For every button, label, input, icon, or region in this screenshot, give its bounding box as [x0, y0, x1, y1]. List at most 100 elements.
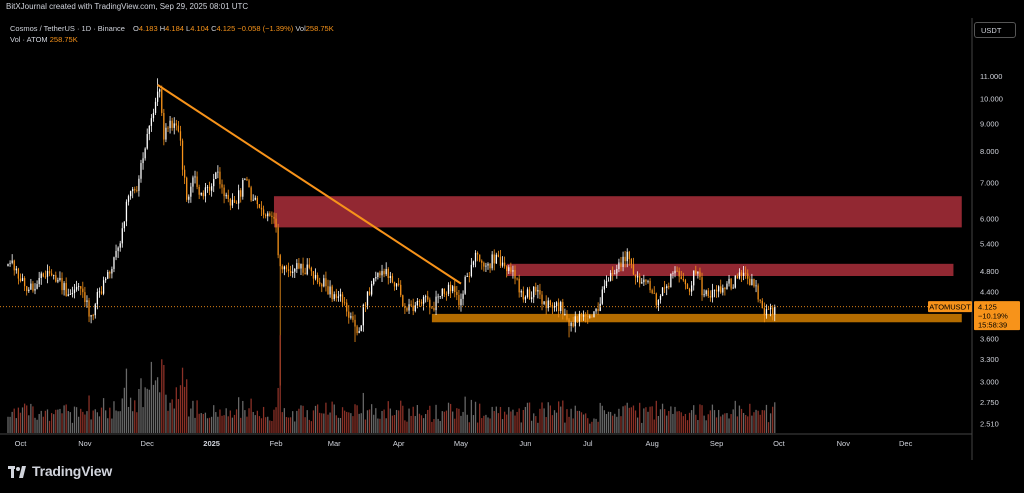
candle	[348, 311, 350, 318]
last-price-change: −10.19%	[978, 312, 1008, 321]
volume-bar	[219, 409, 221, 433]
candle	[520, 291, 522, 293]
volume-bar	[603, 410, 606, 433]
candle	[129, 191, 132, 197]
volume-bar	[154, 380, 157, 433]
candle	[240, 190, 242, 197]
candle	[252, 199, 254, 201]
volume-bar	[354, 404, 356, 433]
legend-high-label: H	[159, 24, 166, 33]
volume-bar	[595, 418, 597, 433]
volume-bar	[138, 389, 140, 433]
volume-bar	[668, 411, 670, 433]
candle	[127, 196, 130, 202]
volume-bar	[718, 409, 720, 433]
candle	[273, 216, 275, 219]
volume-legend-value: 258.75K	[49, 35, 78, 44]
candle	[113, 257, 115, 269]
candle	[210, 186, 213, 191]
time-tick-label: Mar	[328, 439, 341, 448]
volume-legend-label[interactable]: Vol · ATOM	[10, 35, 48, 44]
candle	[688, 288, 691, 292]
volume-bar	[570, 408, 572, 433]
candle	[221, 184, 223, 188]
candle	[26, 286, 28, 292]
candle	[150, 118, 153, 126]
candle	[53, 275, 55, 277]
candle	[452, 286, 454, 292]
candle	[418, 300, 421, 303]
candle	[194, 176, 196, 178]
resistance-zone-lower	[506, 263, 954, 276]
volume-bar	[582, 414, 585, 433]
candle	[159, 89, 161, 92]
candle	[96, 292, 98, 305]
volume-bar	[69, 412, 71, 433]
volume-bar	[82, 411, 84, 433]
candle	[339, 294, 342, 297]
volume-bar	[146, 388, 148, 433]
time-tick-label: Aug	[645, 439, 658, 448]
candle	[289, 271, 292, 273]
volume-bar	[265, 417, 267, 433]
candle	[59, 277, 61, 281]
candle	[235, 202, 238, 204]
volume-bar	[258, 416, 261, 433]
legend-symbol[interactable]: Cosmos / TetherUS · 1D · Binance	[10, 24, 125, 33]
candle	[533, 286, 535, 298]
candle	[410, 304, 412, 306]
candle	[202, 192, 204, 197]
last-price-value: 4.125	[978, 303, 997, 312]
candle	[171, 120, 173, 128]
volume-bar	[578, 410, 581, 433]
candle	[476, 252, 479, 255]
currency-button[interactable]: USDT	[974, 22, 1016, 38]
candle	[165, 127, 167, 140]
candle	[458, 295, 460, 306]
price-tick-label: 7.000	[980, 178, 999, 187]
volume-bar	[427, 409, 429, 433]
volume-bar	[468, 422, 470, 433]
candle	[219, 171, 221, 185]
candle	[229, 198, 231, 206]
volume-bar	[485, 414, 487, 433]
candle	[32, 283, 34, 291]
volume-bar	[728, 418, 730, 433]
volume-bar	[80, 408, 82, 433]
time-tick-label: May	[454, 439, 468, 448]
volume-bar	[364, 419, 367, 433]
bar-countdown: 15:58:39	[978, 321, 1007, 330]
candle	[379, 272, 381, 276]
candle	[765, 309, 768, 316]
candle	[329, 286, 331, 295]
candle	[48, 271, 51, 274]
candle	[663, 287, 666, 289]
candle	[156, 91, 159, 102]
volume-bar	[250, 398, 252, 433]
volume-bar	[11, 411, 13, 433]
candle	[304, 272, 306, 275]
volume-bar	[676, 411, 678, 433]
candle	[100, 291, 103, 294]
volume-bar	[508, 407, 510, 433]
candle	[38, 277, 40, 285]
candle	[331, 286, 333, 300]
volume-bar	[383, 409, 385, 433]
volume-bar	[148, 389, 150, 433]
volume-bar	[183, 386, 186, 433]
candle	[285, 266, 288, 270]
volume-bar	[720, 416, 722, 433]
volume-bar	[622, 406, 624, 433]
candle	[30, 283, 32, 290]
volume-bar	[78, 416, 80, 433]
candle	[728, 278, 730, 284]
candle	[327, 286, 329, 295]
volume-bar	[431, 421, 433, 433]
candle	[526, 289, 529, 297]
volume-bar	[558, 401, 560, 433]
candle	[651, 290, 653, 293]
candle	[375, 277, 377, 279]
volume-bar	[703, 415, 705, 433]
volume-bar	[420, 415, 423, 433]
